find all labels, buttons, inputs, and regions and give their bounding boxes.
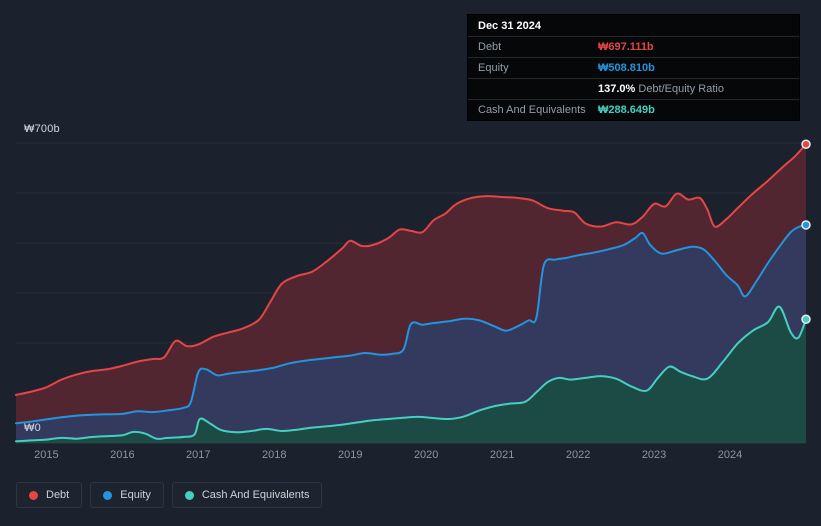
legend-cash-label: Cash And Equivalents bbox=[201, 489, 310, 501]
tooltip-ratio-value: 137.0% Debt/Equity Ratio bbox=[598, 82, 789, 96]
tooltip-debt-value: ₩697.111b bbox=[598, 41, 654, 53]
x-axis-label-2018: 2018 bbox=[262, 449, 287, 461]
equity-line bbox=[15, 223, 807, 425]
legend: Debt Equity Cash And Equivalents bbox=[16, 482, 323, 508]
legend-item-debt[interactable]: Debt bbox=[16, 482, 83, 508]
legend-item-equity[interactable]: Equity bbox=[90, 482, 164, 508]
x-axis-label-2023: 2023 bbox=[641, 449, 667, 461]
x-axis-label-2015: 2015 bbox=[34, 449, 59, 461]
tooltip-equity-label: Equity bbox=[478, 62, 509, 74]
x-axis-label-2020: 2020 bbox=[413, 449, 439, 461]
cash-area bbox=[16, 306, 806, 443]
y-axis-label-max: ₩700b bbox=[24, 123, 60, 135]
tooltip-ratio-row: 137.0% Debt/Equity Ratio bbox=[468, 78, 799, 99]
tooltip-ratio-label: Debt/Equity Ratio bbox=[638, 83, 724, 95]
debt-equity-history-chart[interactable] bbox=[0, 0, 821, 470]
x-axis-label-2022: 2022 bbox=[565, 449, 591, 461]
tooltip-equity-row: Equity ₩508.810b bbox=[468, 57, 799, 78]
tooltip-cash-label: Cash And Equivalents bbox=[478, 104, 586, 116]
x-axis-label-2019: 2019 bbox=[337, 449, 363, 461]
tooltip-cash-value: ₩288.649b bbox=[598, 104, 655, 116]
tooltip-equity-value: ₩508.810b bbox=[598, 62, 655, 74]
cash-endpoint-marker bbox=[801, 314, 811, 325]
legend-equity-label: Equity bbox=[120, 489, 151, 501]
x-axis: 2015 2016 2017 2018 2019 2020 2021 2022 2023 2024 bbox=[0, 449, 821, 463]
x-axis-label-2017: 2017 bbox=[186, 449, 211, 461]
x-axis-label-2024: 2024 bbox=[717, 449, 743, 461]
legend-debt-label: Debt bbox=[46, 489, 70, 501]
cash-dot-icon bbox=[184, 490, 194, 500]
x-axis-label-2021: 2021 bbox=[489, 449, 515, 461]
x-axis-label-2016: 2016 bbox=[110, 449, 135, 461]
tooltip-debt-row: Debt ₩697.111b bbox=[468, 36, 799, 57]
tooltip-date: Dec 31 2024 bbox=[478, 20, 541, 32]
tooltip-debt-label: Debt bbox=[478, 41, 502, 53]
tooltip-ratio-spacer bbox=[478, 82, 598, 96]
cash-line bbox=[15, 305, 807, 443]
equity-dot-icon bbox=[103, 490, 113, 500]
tooltip-ratio-number: 137.0% bbox=[598, 83, 636, 95]
tooltip-cash-row: Cash And Equivalents ₩288.649b bbox=[468, 99, 799, 120]
legend-item-cash[interactable]: Cash And Equivalents bbox=[171, 482, 323, 508]
y-axis-label-zero: ₩0 bbox=[24, 422, 41, 434]
debt-dot-icon bbox=[29, 490, 38, 500]
chart-tooltip: Dec 31 2024 Debt ₩697.111b Equity ₩508.8… bbox=[467, 14, 800, 121]
equity-endpoint-marker bbox=[801, 220, 811, 230]
debt-line bbox=[15, 143, 807, 396]
debt-endpoint-marker bbox=[801, 139, 811, 149]
